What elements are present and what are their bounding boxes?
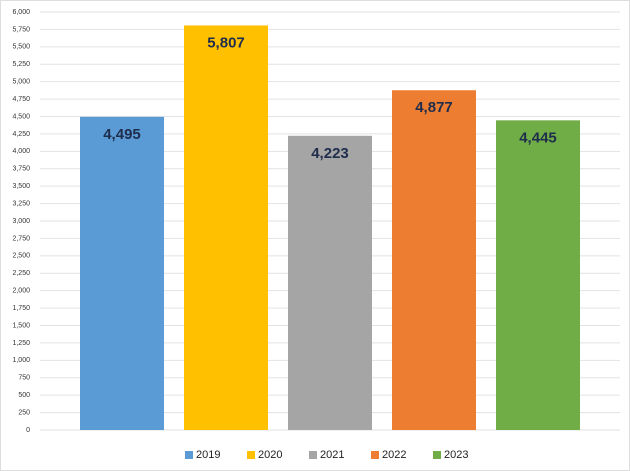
bar bbox=[80, 116, 164, 431]
bar bbox=[184, 25, 268, 430]
legend-label: 2023 bbox=[444, 449, 468, 461]
y-tick-label: 5,250 bbox=[12, 61, 30, 68]
y-tick-label: 2,250 bbox=[12, 270, 30, 277]
y-tick-label: 4,000 bbox=[12, 148, 30, 155]
y-tick-label: 750 bbox=[18, 375, 30, 382]
y-tick-label: 4,500 bbox=[12, 113, 30, 120]
y-tick-label: 3,750 bbox=[12, 166, 30, 173]
y-tick-label: 3,000 bbox=[12, 218, 30, 225]
y-tick-label: 1,500 bbox=[12, 322, 30, 329]
bar bbox=[496, 120, 580, 430]
bar bbox=[392, 90, 476, 431]
y-tick-label: 6,000 bbox=[12, 9, 30, 16]
legend-label: 2020 bbox=[258, 449, 282, 461]
y-tick-label: 0 bbox=[26, 427, 30, 434]
legend-swatch bbox=[433, 451, 441, 459]
y-tick-label: 2,750 bbox=[12, 235, 30, 242]
y-tick-label: 5,750 bbox=[12, 26, 30, 33]
y-tick-label: 5,000 bbox=[12, 79, 30, 86]
value-label: 4,877 bbox=[415, 99, 453, 116]
bar bbox=[288, 135, 372, 430]
legend-swatch bbox=[309, 451, 317, 459]
y-tick-label: 3,500 bbox=[12, 183, 30, 190]
y-tick-label: 3,250 bbox=[12, 200, 30, 207]
y-tick-label: 1,250 bbox=[12, 340, 30, 347]
value-label: 4,223 bbox=[311, 145, 349, 162]
y-tick-label: 4,750 bbox=[12, 96, 30, 103]
y-tick-label: 5,500 bbox=[12, 44, 30, 51]
y-tick-label: 2,500 bbox=[12, 253, 30, 260]
y-tick-label: 4,250 bbox=[12, 131, 30, 138]
value-label: 4,495 bbox=[103, 126, 141, 143]
y-tick-label: 500 bbox=[18, 392, 30, 399]
legend-label: 2022 bbox=[382, 449, 406, 461]
value-label: 4,445 bbox=[519, 129, 557, 146]
y-tick-label: 1,000 bbox=[12, 357, 30, 364]
y-tick-label: 250 bbox=[18, 409, 30, 416]
y-tick-label: 1,750 bbox=[12, 305, 30, 312]
legend-swatch bbox=[185, 451, 193, 459]
legend-label: 2021 bbox=[320, 449, 344, 461]
legend-swatch bbox=[247, 451, 255, 459]
legend-swatch bbox=[371, 451, 379, 459]
value-label: 5,807 bbox=[207, 34, 245, 51]
legend-label: 2019 bbox=[196, 449, 220, 461]
y-tick-label: 2,000 bbox=[12, 288, 30, 295]
